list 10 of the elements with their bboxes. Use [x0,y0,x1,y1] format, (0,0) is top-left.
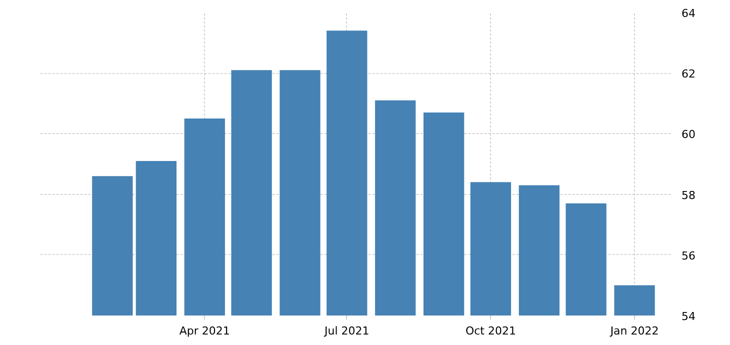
y-tick-label: 56 [682,249,696,262]
y-tick-label: 62 [682,68,696,81]
y-tick-label: 64 [682,7,696,20]
x-tick-label: Apr 2021 [179,324,230,338]
x-tick-label: Jul 2021 [324,324,370,338]
x-tick-label: Oct 2021 [465,324,516,338]
x-tick-label: Jan 2022 [609,324,659,338]
y-tick-label: 58 [682,188,696,202]
y-tick-label: 60 [682,128,696,142]
y-tick-label: 54 [682,310,696,323]
